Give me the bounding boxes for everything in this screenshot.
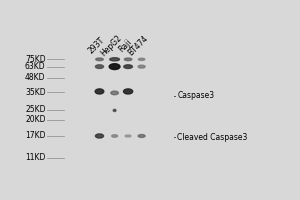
Text: 48KD: 48KD	[25, 73, 46, 82]
Text: Raji: Raji	[117, 37, 133, 54]
Ellipse shape	[113, 109, 116, 112]
Ellipse shape	[96, 58, 103, 61]
Ellipse shape	[138, 65, 145, 68]
Ellipse shape	[95, 65, 104, 68]
Ellipse shape	[124, 65, 132, 68]
Ellipse shape	[124, 58, 132, 61]
Text: Caspase3: Caspase3	[177, 91, 214, 100]
Text: 293T: 293T	[86, 35, 106, 55]
Text: 20KD: 20KD	[25, 115, 46, 124]
Ellipse shape	[95, 89, 104, 94]
Ellipse shape	[112, 135, 118, 137]
Ellipse shape	[111, 91, 119, 95]
Text: Cleaved Caspase3: Cleaved Caspase3	[177, 133, 247, 142]
Text: 63KD: 63KD	[25, 62, 46, 71]
Ellipse shape	[110, 58, 119, 61]
Text: 35KD: 35KD	[25, 88, 46, 97]
Text: 17KD: 17KD	[25, 131, 46, 140]
Text: BT474: BT474	[127, 33, 150, 57]
Text: 25KD: 25KD	[25, 105, 46, 114]
Ellipse shape	[138, 135, 145, 137]
Ellipse shape	[125, 135, 131, 137]
Ellipse shape	[109, 64, 120, 70]
Text: 75KD: 75KD	[25, 55, 46, 64]
Text: HepG2: HepG2	[99, 33, 124, 58]
Ellipse shape	[124, 89, 133, 94]
Ellipse shape	[138, 58, 145, 60]
Ellipse shape	[95, 134, 104, 138]
Text: 11KD: 11KD	[25, 153, 46, 162]
